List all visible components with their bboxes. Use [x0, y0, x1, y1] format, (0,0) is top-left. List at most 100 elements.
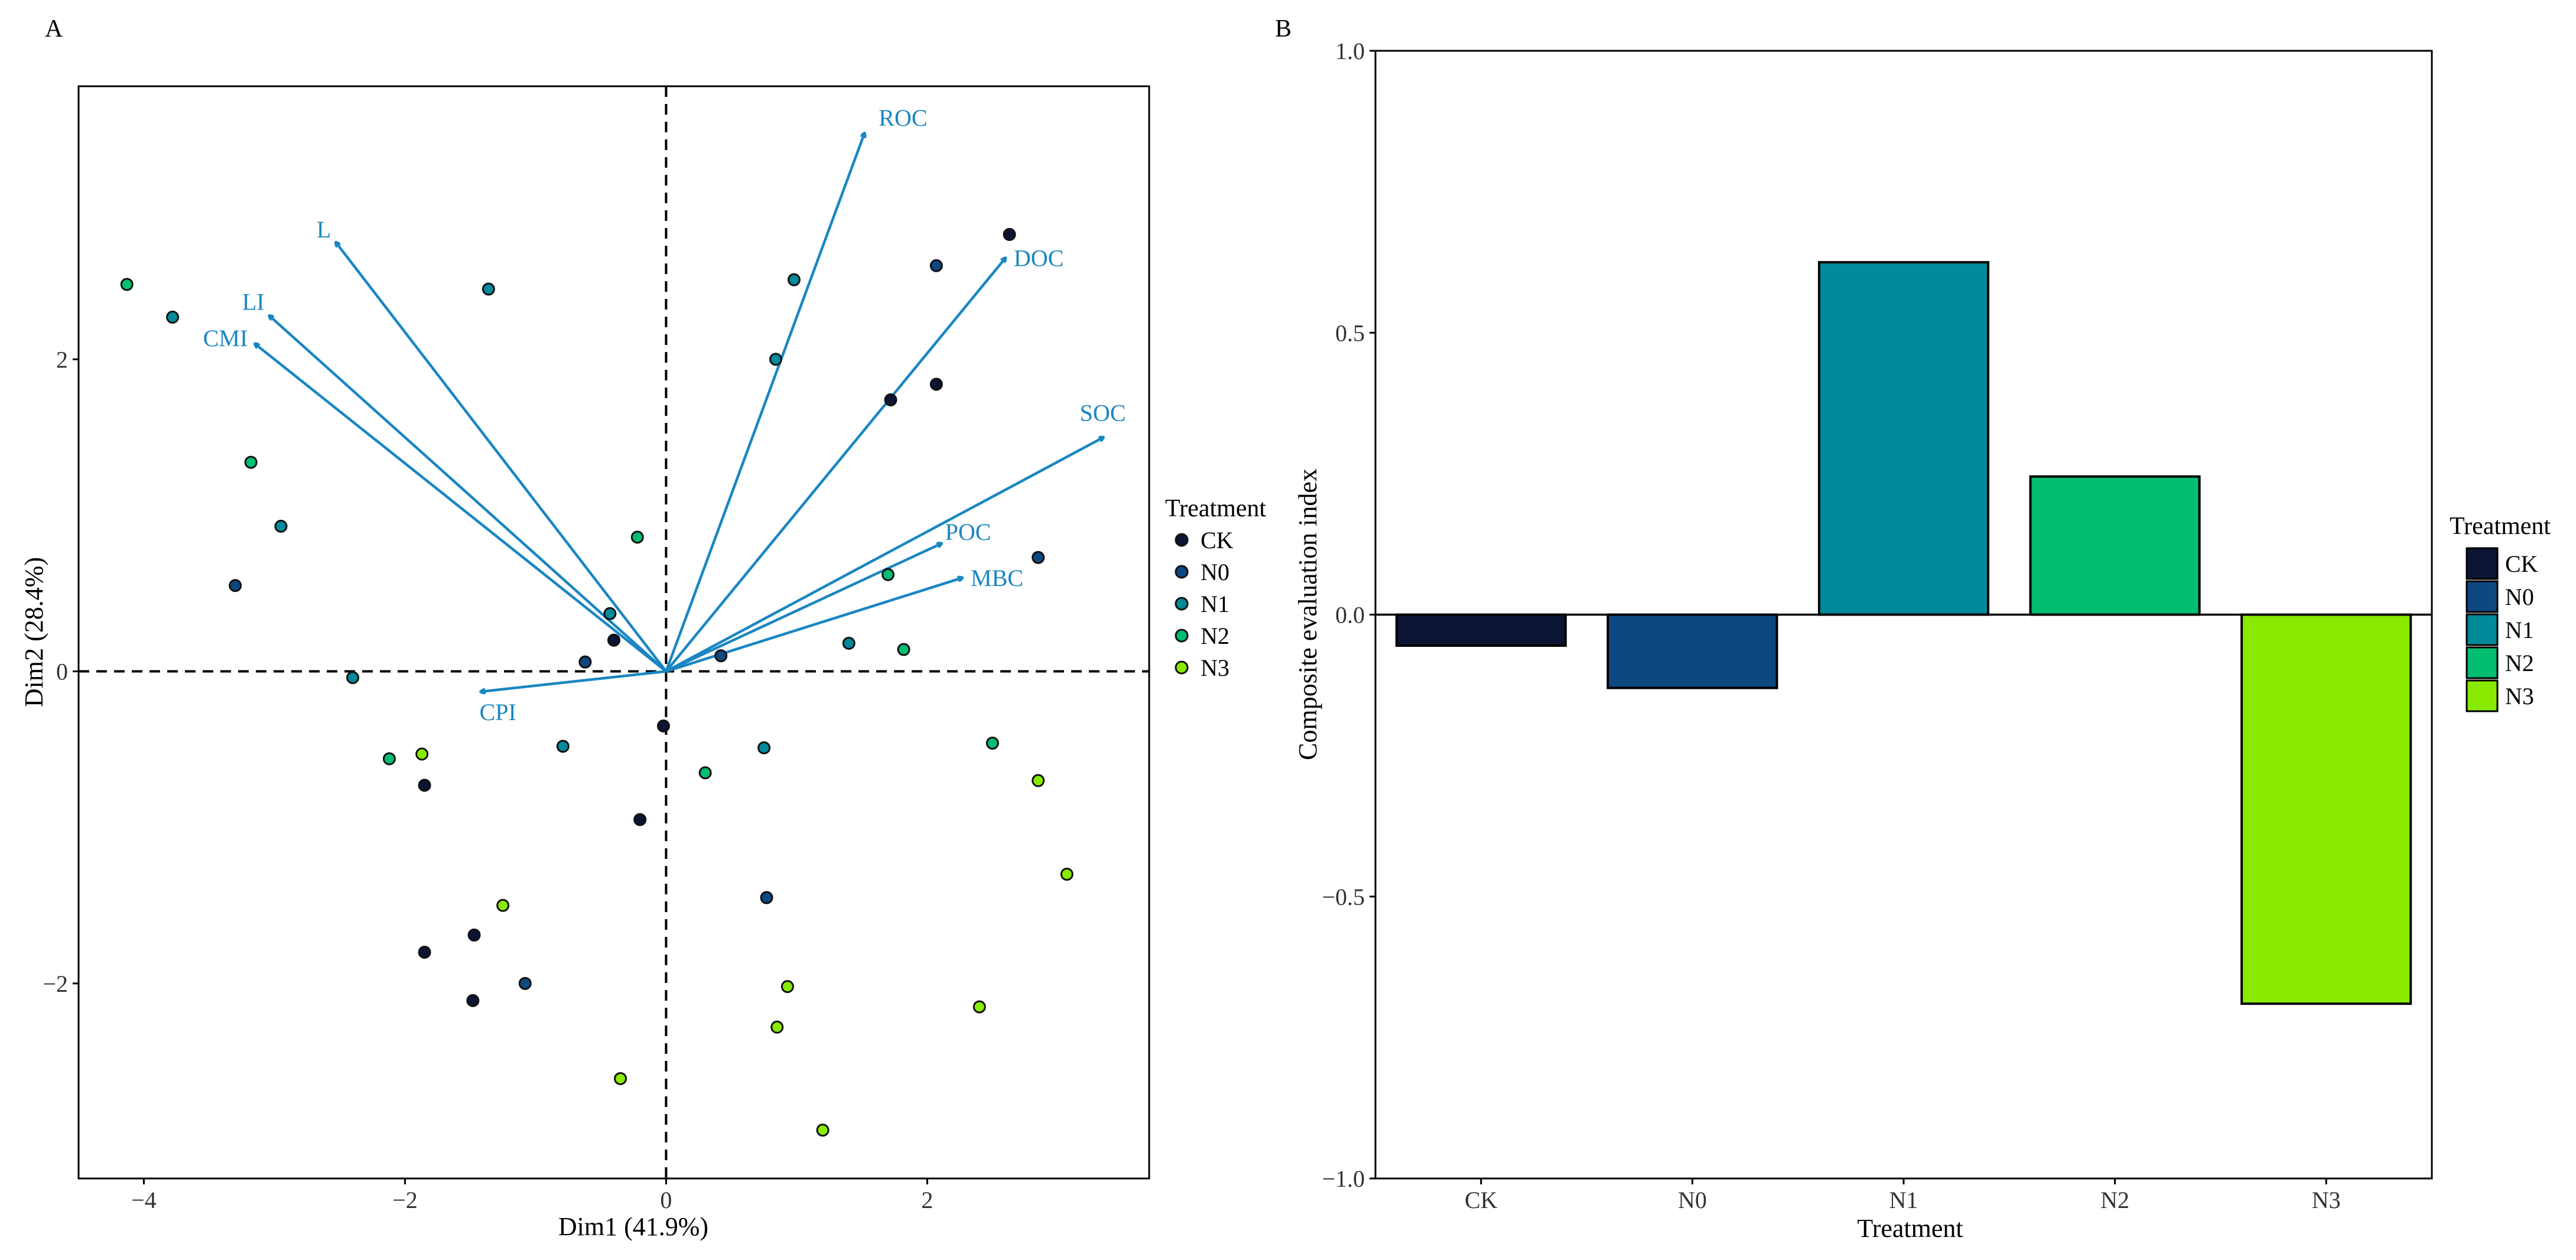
point-ck	[466, 994, 480, 1007]
point-n3	[780, 980, 794, 994]
vector-doc-arrow	[665, 258, 1006, 672]
x-tick-label-ck: CK	[1465, 1187, 1498, 1213]
legend-label-n0: N0	[2505, 584, 2534, 610]
vector-soc-arrow	[665, 437, 1103, 673]
point-n1	[787, 273, 801, 286]
legend-label-n1: N1	[1201, 591, 1230, 617]
y-tick-label: 0	[56, 659, 68, 685]
y-tick-label: 1.0	[1335, 38, 1365, 64]
point-n2	[897, 643, 910, 656]
legend-label-n3: N3	[2505, 683, 2534, 709]
point-n0	[929, 259, 943, 272]
point-n3	[1032, 774, 1045, 787]
point-n3	[415, 747, 429, 761]
vector-cmi-label: CMI	[203, 325, 248, 351]
bar-n0	[1606, 613, 1778, 689]
vector-roc-arrow	[665, 133, 864, 672]
pca-x-axis-ticks: −4 −2 0 2	[131, 1178, 933, 1213]
pca-y-axis-ticks: −2 0 2	[43, 346, 79, 997]
panel-b-letter: B	[1275, 15, 1292, 43]
bar-x-axis-ticks: CK N0 N1 N2 N3	[1465, 1178, 2341, 1213]
x-tick-label-n1: N1	[1889, 1187, 1918, 1213]
x-tick-label: 0	[660, 1187, 672, 1213]
vector-doc-label: DOC	[1014, 245, 1063, 272]
point-n3	[770, 1020, 784, 1034]
x-tick-label: −2	[392, 1187, 418, 1213]
pca-score-points	[120, 227, 1074, 1137]
y-tick-label: −0.5	[1322, 884, 1365, 910]
pca-legend: Treatment CK N0 N1 N2 N3	[1165, 495, 1266, 681]
legend-label-n0: N0	[1201, 559, 1230, 585]
point-n0	[518, 976, 532, 990]
point-n2	[882, 568, 895, 581]
point-n3	[972, 1000, 986, 1014]
y-tick-label: 0.0	[1335, 602, 1365, 629]
point-n1	[274, 519, 288, 533]
bar-ck	[1395, 613, 1567, 647]
bar-n3	[2240, 613, 2412, 1005]
x-tick-label-n3: N3	[2312, 1187, 2341, 1213]
bar-series	[1395, 261, 2412, 1005]
point-n0	[229, 579, 242, 592]
x-tick-label-n0: N0	[1678, 1187, 1707, 1213]
point-ck	[418, 779, 431, 792]
point-n0	[1032, 551, 1045, 564]
point-ck	[418, 945, 431, 959]
legend-swatch-n3	[2466, 679, 2499, 712]
y-tick-label: 2	[56, 346, 68, 373]
point-n1	[603, 607, 617, 620]
vector-li-arrow	[269, 315, 667, 673]
point-ck	[656, 719, 670, 732]
point-ck	[607, 633, 620, 647]
point-n2	[698, 766, 712, 780]
legend-swatch-n2	[2466, 646, 2499, 679]
point-ck	[1003, 227, 1016, 241]
vector-cpi-arrow	[481, 670, 666, 692]
pca-legend-title: Treatment	[1165, 495, 1266, 522]
point-n1	[769, 353, 783, 366]
point-n0	[714, 649, 728, 663]
vector-l-arrow	[336, 242, 668, 672]
vector-cmi-arrow	[255, 344, 667, 673]
point-n2	[985, 737, 999, 750]
bar-n1	[1817, 261, 1990, 616]
pca-plot-frame	[77, 85, 1150, 1180]
bar-n2	[2029, 475, 2201, 616]
legend-label-n2: N2	[1201, 623, 1230, 649]
legend-label-n3: N3	[1201, 655, 1230, 681]
legend-swatch-n1	[2466, 613, 2499, 646]
x-tick-label: −4	[131, 1187, 157, 1213]
point-n1	[556, 740, 570, 753]
pca-reference-lines	[79, 86, 1149, 1178]
y-tick-label: −1.0	[1322, 1165, 1365, 1192]
vector-poc-label: POC	[945, 519, 991, 545]
vector-roc-label: ROC	[879, 105, 927, 131]
panel-a-letter: A	[45, 15, 63, 43]
legend-swatch-n0	[1175, 565, 1189, 579]
point-n1	[346, 671, 360, 685]
vector-li-label: LI	[242, 288, 265, 315]
legend-label-ck: CK	[2505, 551, 2538, 577]
point-n2	[244, 455, 258, 469]
composite-index-panel: −1.0 −0.5 0.0 0.5 1.0 CK N0 N1 N2 N3 Treatment C…	[1293, 38, 2551, 1243]
legend-label-n2: N2	[2505, 650, 2534, 676]
vector-mbc-label: MBC	[971, 565, 1023, 591]
vector-soc-label: SOC	[1080, 399, 1126, 426]
pca-loading-vectors: ROC DOC SOC POC MBC L LI CMI CPI	[203, 105, 1126, 725]
bar-legend-title: Treatment	[2450, 513, 2551, 540]
point-ck	[633, 813, 647, 826]
point-n0	[578, 655, 592, 669]
pca-x-axis-label: Dim1 (41.9%)	[558, 1212, 708, 1241]
pca-biplot-panel: ROC DOC SOC POC MBC L LI CMI CPI −4 −2 0 2 −2 0 2 Dim…	[19, 85, 1266, 1241]
vector-cpi-label: CPI	[480, 699, 516, 725]
point-n2	[120, 278, 134, 291]
point-n3	[614, 1072, 627, 1085]
legend-label-n1: N1	[2505, 617, 2534, 643]
bar-y-axis-label: Composite evaluation index	[1293, 468, 1322, 760]
legend-swatch-n1	[1175, 597, 1189, 611]
x-tick-label-n2: N2	[2100, 1187, 2129, 1213]
point-n1	[166, 310, 180, 324]
legend-swatch-ck	[1175, 533, 1189, 547]
point-n1	[842, 636, 856, 650]
